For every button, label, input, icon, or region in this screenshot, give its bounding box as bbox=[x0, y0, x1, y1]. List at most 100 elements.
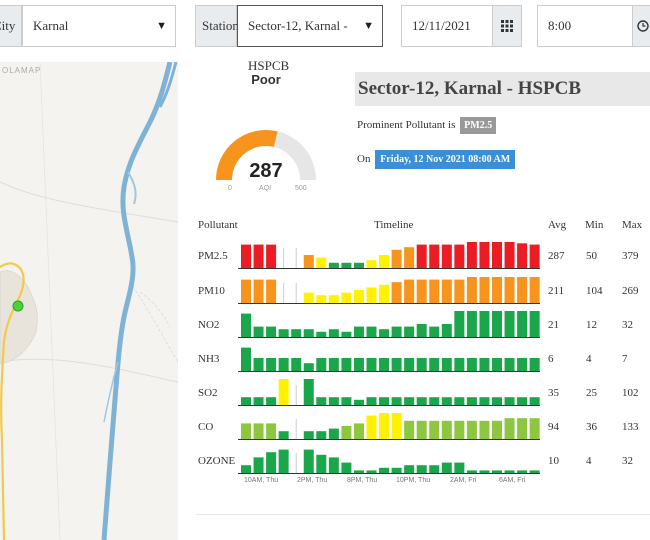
timeline-bar[interactable] bbox=[328, 358, 339, 371]
timeline-bar[interactable] bbox=[454, 358, 465, 371]
timeline-bar[interactable] bbox=[328, 262, 339, 268]
timeline-bar[interactable] bbox=[479, 311, 490, 337]
timeline-bar[interactable] bbox=[353, 262, 364, 268]
timeline-bar[interactable] bbox=[416, 324, 427, 337]
station-map[interactable]: OLAMAP bbox=[0, 62, 178, 540]
timeline-bar[interactable] bbox=[241, 423, 251, 439]
timeline-bar[interactable] bbox=[328, 428, 339, 439]
timeline-bar[interactable] bbox=[341, 331, 352, 337]
timeline-bar[interactable] bbox=[303, 363, 314, 371]
timeline-bar[interactable] bbox=[529, 470, 540, 473]
timeline-bar[interactable] bbox=[291, 329, 302, 337]
timeline-bar[interactable] bbox=[416, 358, 427, 371]
timeline-bar[interactable] bbox=[429, 397, 440, 405]
timeline-bar[interactable] bbox=[366, 287, 377, 303]
timeline-bar[interactable] bbox=[391, 249, 402, 268]
time-input[interactable]: 8:00 bbox=[537, 5, 633, 47]
timeline-bar[interactable] bbox=[479, 358, 490, 371]
timeline-bar[interactable] bbox=[441, 358, 452, 371]
timeline-bar[interactable] bbox=[316, 397, 327, 405]
timeline-bar[interactable] bbox=[492, 420, 502, 439]
timeline-bar[interactable] bbox=[241, 347, 251, 371]
timeline-bar[interactable] bbox=[241, 397, 251, 405]
timeline-bar[interactable] bbox=[341, 262, 352, 268]
timeline-bar[interactable] bbox=[266, 326, 277, 337]
timeline-bar[interactable] bbox=[366, 415, 377, 439]
timeline-bar[interactable] bbox=[366, 358, 377, 371]
timeline-bar[interactable] bbox=[366, 326, 377, 337]
timeline-bar[interactable] bbox=[341, 426, 352, 439]
timeline-bar[interactable] bbox=[303, 449, 314, 473]
timeline-bar[interactable] bbox=[529, 358, 540, 371]
timeline-bar[interactable] bbox=[479, 277, 490, 303]
timeline-bar[interactable] bbox=[353, 423, 364, 439]
timeline-bar[interactable] bbox=[391, 326, 402, 337]
timeline-bar[interactable] bbox=[429, 279, 440, 303]
timeline-bar[interactable] bbox=[504, 311, 515, 337]
timeline-bar[interactable] bbox=[241, 465, 251, 473]
timeline-bar[interactable] bbox=[466, 397, 477, 405]
timeline-bar[interactable] bbox=[241, 313, 251, 337]
calendar-icon[interactable] bbox=[492, 5, 522, 47]
timeline-bar[interactable] bbox=[316, 431, 327, 439]
timeline-bar[interactable] bbox=[517, 243, 528, 268]
timeline-bar[interactable] bbox=[416, 244, 427, 268]
timeline-bar[interactable] bbox=[529, 277, 540, 303]
timeline-bar[interactable] bbox=[253, 279, 264, 303]
timeline-bar[interactable] bbox=[379, 329, 390, 337]
timeline-bar[interactable] bbox=[379, 413, 390, 439]
timeline-bar[interactable] bbox=[454, 462, 465, 473]
timeline-bar[interactable] bbox=[353, 399, 364, 405]
station-marker-icon[interactable] bbox=[12, 300, 24, 312]
timeline-bar[interactable] bbox=[366, 397, 377, 405]
timeline-bar[interactable] bbox=[517, 470, 528, 473]
timeline-bar[interactable] bbox=[341, 292, 352, 303]
timeline-bar[interactable] bbox=[504, 242, 515, 268]
timeline-bar[interactable] bbox=[391, 467, 402, 473]
timeline-bar[interactable] bbox=[429, 326, 440, 337]
station-select[interactable]: Sector-12, Karnal - HSPCB ▼ bbox=[237, 5, 383, 73]
timeline-bar[interactable] bbox=[466, 277, 477, 303]
timeline-bar[interactable] bbox=[529, 311, 540, 337]
timeline-bar[interactable] bbox=[303, 431, 314, 439]
timeline-bar[interactable] bbox=[366, 470, 377, 473]
timeline-bar[interactable] bbox=[353, 470, 364, 473]
timeline-bar[interactable] bbox=[479, 420, 490, 439]
timeline-bar[interactable] bbox=[479, 242, 490, 268]
timeline-bar[interactable] bbox=[404, 420, 415, 439]
timeline-bar[interactable] bbox=[253, 457, 264, 473]
timeline-bar[interactable] bbox=[529, 418, 540, 439]
timeline-bar[interactable] bbox=[379, 397, 390, 405]
timeline-bar[interactable] bbox=[278, 379, 289, 405]
timeline-bar[interactable] bbox=[303, 329, 314, 337]
timeline-bar[interactable] bbox=[278, 358, 289, 371]
timeline-bar[interactable] bbox=[454, 420, 465, 439]
timeline-bar[interactable] bbox=[504, 277, 515, 303]
timeline-bar[interactable] bbox=[328, 397, 339, 405]
timeline-bar[interactable] bbox=[416, 420, 427, 439]
timeline-bar[interactable] bbox=[391, 397, 402, 405]
timeline-bar[interactable] bbox=[253, 244, 264, 268]
timeline-bar[interactable] bbox=[404, 358, 415, 371]
timeline-bar[interactable] bbox=[328, 457, 339, 473]
timeline-bar[interactable] bbox=[441, 324, 452, 337]
timeline-bar[interactable] bbox=[441, 244, 452, 268]
timeline-bar[interactable] bbox=[391, 413, 402, 439]
timeline-bar[interactable] bbox=[379, 467, 390, 473]
timeline-bar[interactable] bbox=[492, 242, 502, 268]
timeline-bar[interactable] bbox=[379, 255, 390, 268]
timeline-bar[interactable] bbox=[466, 420, 477, 439]
timeline-bar[interactable] bbox=[492, 358, 502, 371]
timeline-bar[interactable] bbox=[241, 244, 251, 268]
timeline-bar[interactable] bbox=[353, 358, 364, 371]
timeline-bar[interactable] bbox=[454, 311, 465, 337]
timeline-bar[interactable] bbox=[303, 379, 314, 405]
timeline-bar[interactable] bbox=[466, 242, 477, 268]
timeline-bar[interactable] bbox=[504, 418, 515, 439]
timeline-bar[interactable] bbox=[291, 358, 302, 371]
timeline-bar[interactable] bbox=[492, 397, 502, 405]
timeline-bar[interactable] bbox=[316, 331, 327, 337]
city-select[interactable]: Karnal ▼ bbox=[22, 5, 176, 47]
date-input[interactable]: 12/11/2021 bbox=[401, 5, 493, 47]
timeline-bar[interactable] bbox=[517, 311, 528, 337]
